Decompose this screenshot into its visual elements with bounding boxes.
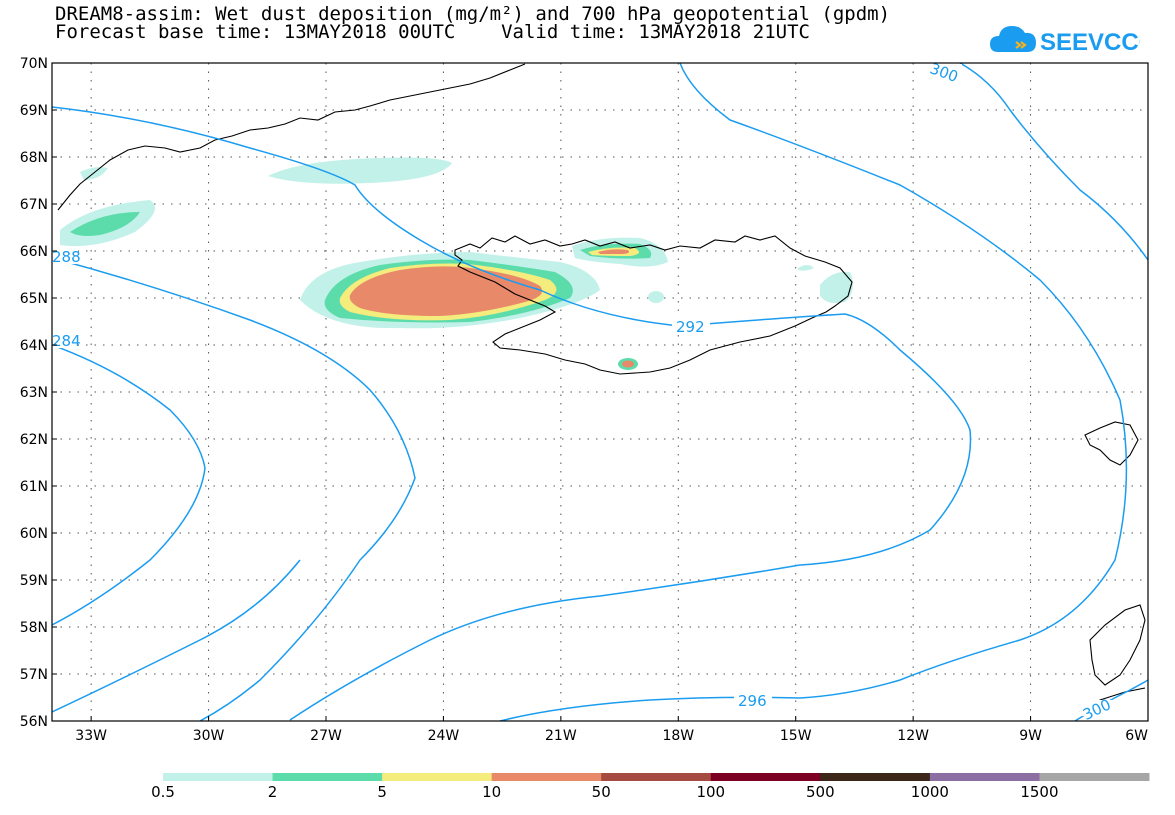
colorbar <box>163 773 1150 781</box>
colorbar-segment <box>929 773 1040 781</box>
map-title: DREAM8-assim: Wet dust deposition (mg/m²… <box>55 3 891 25</box>
latitude-label: 69N <box>20 103 48 119</box>
latitude-label: 59N <box>20 573 48 589</box>
longitude-label: 9W <box>1019 728 1042 744</box>
latitude-label: 63N <box>20 385 48 401</box>
colorbar-label: 100 <box>696 783 726 801</box>
contour-label: 292 <box>676 318 705 336</box>
geopotential-contours <box>52 63 1148 721</box>
colorbar-label: 1500 <box>1020 783 1059 801</box>
longitude-label: 24W <box>428 728 460 744</box>
seevccc-logo: SEEVCCC <box>990 26 1140 56</box>
colorbar-segment <box>820 773 931 781</box>
contour-label: 296 <box>738 692 767 710</box>
colorbar-segment <box>163 773 274 781</box>
longitude-label: 30W <box>193 728 225 744</box>
colorbar-segment <box>1039 773 1150 781</box>
map-frame <box>51 62 1149 722</box>
longitude-labels: 33W 30W 27W 24W 21W 18W 15W 12W 9W 6W <box>75 716 1149 744</box>
latitude-label: 57N <box>20 667 48 683</box>
latitude-label: 61N <box>20 479 48 495</box>
latitude-label: 58N <box>20 620 48 636</box>
colorbar-segment <box>491 773 602 781</box>
contour-label: 288 <box>52 248 81 266</box>
contour-label: 284 <box>52 332 81 350</box>
colorbar-segment <box>601 773 712 781</box>
longitude-label: 33W <box>75 728 107 744</box>
latitude-label: 65N <box>20 291 48 307</box>
latitude-label: 68N <box>20 150 48 166</box>
longitude-label: 18W <box>662 728 694 744</box>
latitude-label: 60N <box>20 526 48 542</box>
longitude-label: 6W <box>1125 728 1148 744</box>
latitude-labels: 70N 69N 68N 67N 66N 65N 64N 63N 62N 61N 60N 59N 58N 5… <box>20 56 57 730</box>
longitude-label: 15W <box>780 728 812 744</box>
longitude-label: 21W <box>545 728 577 744</box>
latitude-label: 70N <box>20 56 48 72</box>
latitude-label: 56N <box>20 714 48 730</box>
colorbar-label: 10 <box>482 783 502 801</box>
dust-deposition-shading <box>60 157 854 370</box>
colorbar-label: 2 <box>267 783 278 801</box>
coastlines <box>57 63 1146 713</box>
latitude-label: 66N <box>20 244 48 260</box>
colorbar-label: 50 <box>591 783 611 801</box>
colorbar-segment <box>382 773 493 781</box>
colorbar-label: 5 <box>377 783 387 801</box>
latitude-label: 67N <box>20 197 48 213</box>
latitude-label: 64N <box>20 338 48 354</box>
contour-labels: 300 288 284 292 296 300 <box>52 59 1116 724</box>
colorbar-segment <box>710 773 821 781</box>
map-subtitle: Forecast base time: 13MAY2018 00UTC Vali… <box>55 21 810 43</box>
longitude-label: 12W <box>897 728 929 744</box>
colorbar-label: 500 <box>806 783 835 801</box>
colorbar-label: 0.5 <box>151 783 175 801</box>
logo-text: SEEVCCC <box>1040 29 1140 56</box>
colorbar-segment <box>272 773 383 781</box>
contour-label: 300 <box>1080 695 1114 723</box>
gridlines <box>52 63 1148 721</box>
longitude-label: 27W <box>310 728 342 744</box>
colorbar-label: 1000 <box>910 783 949 801</box>
latitude-label: 62N <box>20 432 48 448</box>
